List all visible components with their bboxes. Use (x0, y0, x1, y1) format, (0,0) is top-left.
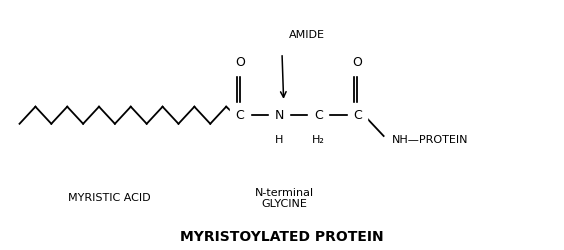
Text: MYRISTOYLATED PROTEIN: MYRISTOYLATED PROTEIN (180, 230, 384, 244)
Text: C: C (353, 109, 362, 122)
Text: H₂: H₂ (312, 135, 325, 145)
Text: N: N (275, 109, 284, 122)
Text: C: C (236, 109, 244, 122)
Text: N-terminal
GLYCINE: N-terminal GLYCINE (255, 188, 314, 209)
Text: NH—PROTEIN: NH—PROTEIN (392, 135, 469, 145)
Text: MYRISTIC ACID: MYRISTIC ACID (68, 193, 150, 203)
Text: O: O (235, 56, 245, 69)
Text: H: H (275, 135, 283, 145)
Text: C: C (314, 109, 323, 122)
Text: AMIDE: AMIDE (289, 30, 325, 40)
Text: O: O (352, 56, 362, 69)
